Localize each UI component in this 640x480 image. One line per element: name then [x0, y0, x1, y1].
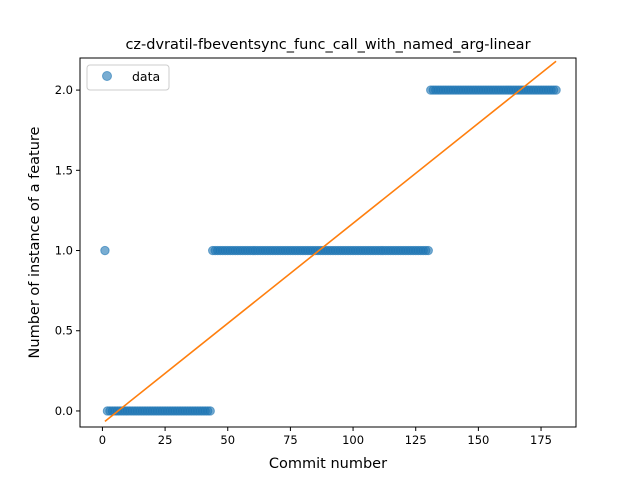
linear-fit-line — [104, 60, 557, 423]
legend: data — [86, 64, 170, 91]
data-point — [551, 85, 561, 95]
x-tick-label: 50 — [220, 433, 235, 447]
x-tick-label: 0 — [99, 433, 106, 447]
x-tick-label: 175 — [530, 433, 552, 447]
y-tick-label: 1.5 — [55, 163, 73, 177]
x-tick-label: 25 — [158, 433, 173, 447]
y-tick-label: 2.0 — [55, 83, 73, 97]
axes-frame — [79, 57, 577, 428]
x-axis-ticks: 0 25 50 75 100 125 150 175 — [99, 427, 552, 447]
y-axis-label: Number of instance of a feature — [27, 126, 43, 358]
data-point — [423, 245, 433, 256]
x-tick-label: 75 — [283, 433, 298, 447]
data-point — [205, 406, 215, 416]
y-axis-ticks: 0.0 0.5 1.0 1.5 2.0 — [55, 83, 80, 418]
legend-label-data: data — [132, 69, 160, 84]
y-tick-label: 0.0 — [55, 404, 73, 418]
legend-marker-data — [102, 71, 112, 81]
y-tick-label: 0.5 — [55, 324, 73, 338]
data-point — [100, 245, 110, 256]
x-axis-label: Commit number — [269, 456, 387, 472]
plot-area — [100, 60, 561, 423]
chart-title: cz-dvratil-fbeventsync_func_call_with_na… — [125, 37, 530, 53]
y-tick-label: 1.0 — [55, 244, 73, 258]
x-tick-label: 100 — [342, 433, 364, 447]
x-tick-label: 125 — [405, 433, 427, 447]
x-tick-label: 150 — [467, 433, 489, 447]
